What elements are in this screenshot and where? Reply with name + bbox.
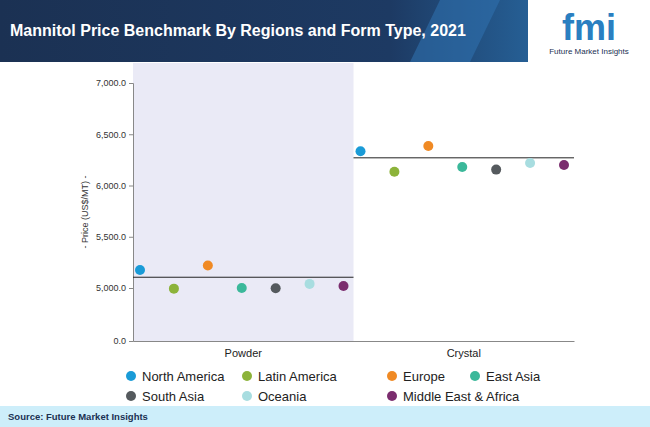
y-tick-label: 5,000.0 bbox=[96, 283, 126, 293]
y-tick-label: 5,500.0 bbox=[96, 232, 126, 242]
legend-swatch bbox=[242, 391, 252, 401]
logo-subtitle: Future Market Insights bbox=[549, 47, 629, 56]
legend-swatch bbox=[126, 391, 136, 401]
y-tick: 7,000.0 bbox=[96, 78, 133, 88]
data-point bbox=[559, 160, 569, 170]
legend-label: North America bbox=[142, 369, 225, 384]
data-point bbox=[237, 283, 247, 293]
data-point bbox=[457, 162, 467, 172]
x-axis-line bbox=[134, 341, 575, 342]
y-tick: 5,000.0 bbox=[96, 283, 133, 293]
logo-background bbox=[528, 0, 650, 62]
logo: fmi bbox=[562, 7, 616, 48]
legend-swatch bbox=[242, 371, 252, 381]
average-line bbox=[133, 277, 354, 278]
average-line bbox=[354, 157, 575, 158]
legend-label: East Asia bbox=[486, 369, 541, 384]
legend-label: Latin America bbox=[258, 369, 338, 384]
plot-area bbox=[133, 141, 574, 294]
y-tick-label: 0.0 bbox=[113, 336, 126, 346]
legend-label: Oceania bbox=[258, 389, 307, 404]
legend-label: Europe bbox=[403, 369, 445, 384]
y-tick: 0.0 bbox=[113, 336, 133, 346]
data-point bbox=[271, 283, 281, 293]
data-point bbox=[423, 141, 433, 151]
y-tick-mark bbox=[129, 341, 133, 342]
x-tick: Crystal bbox=[447, 341, 481, 359]
data-point bbox=[389, 167, 399, 177]
x-tick-label: Crystal bbox=[447, 347, 481, 359]
data-point bbox=[203, 260, 213, 270]
data-point bbox=[135, 265, 145, 275]
data-point bbox=[525, 158, 535, 168]
y-axis: 0.0 5,000.0 5,500.0 6,000.0 6,500.0 7,000.0 bbox=[96, 78, 134, 346]
title: Mannitol Price Benchmark By Regions and … bbox=[10, 22, 466, 39]
legend-swatch bbox=[387, 391, 397, 401]
y-tick-label: 7,000.0 bbox=[96, 78, 126, 88]
y-tick-mark bbox=[129, 288, 133, 289]
y-tick-label: 6,000.0 bbox=[96, 181, 126, 191]
legend-swatch bbox=[387, 371, 397, 381]
legend-swatch bbox=[126, 371, 136, 381]
legend: North America Latin America Europe East Asi… bbox=[126, 369, 541, 404]
y-tick-mark bbox=[129, 134, 133, 135]
data-point bbox=[169, 284, 179, 294]
chart: Mannitol Price Benchmark By Regions and … bbox=[0, 0, 650, 427]
x-tick-label: Powder bbox=[225, 347, 263, 359]
y-tick: 6,500.0 bbox=[96, 130, 133, 140]
y-axis-title: - Price (US$/MT) - bbox=[80, 175, 90, 248]
y-tick: 5,500.0 bbox=[96, 232, 133, 242]
source: Source: Future Market Insights bbox=[8, 411, 148, 422]
legend-swatch bbox=[470, 371, 480, 381]
y-axis-line bbox=[129, 84, 134, 342]
panel-background bbox=[133, 63, 354, 341]
legend-label: Middle East & Africa bbox=[403, 389, 520, 404]
x-tick: Powder bbox=[225, 341, 263, 359]
data-point bbox=[339, 281, 349, 291]
y-tick-label: 6,500.0 bbox=[96, 130, 126, 140]
y-tick-mark bbox=[129, 237, 133, 238]
y-tick: 6,000.0 bbox=[96, 181, 133, 191]
x-axis: Powder Crystal bbox=[134, 341, 575, 359]
data-point bbox=[356, 146, 366, 156]
footer-band bbox=[0, 406, 650, 427]
data-point bbox=[491, 165, 501, 175]
header-band bbox=[0, 0, 650, 62]
y-tick-mark bbox=[129, 186, 133, 187]
y-tick-mark bbox=[129, 83, 133, 84]
legend-label: South Asia bbox=[142, 389, 205, 404]
data-point bbox=[305, 279, 315, 289]
